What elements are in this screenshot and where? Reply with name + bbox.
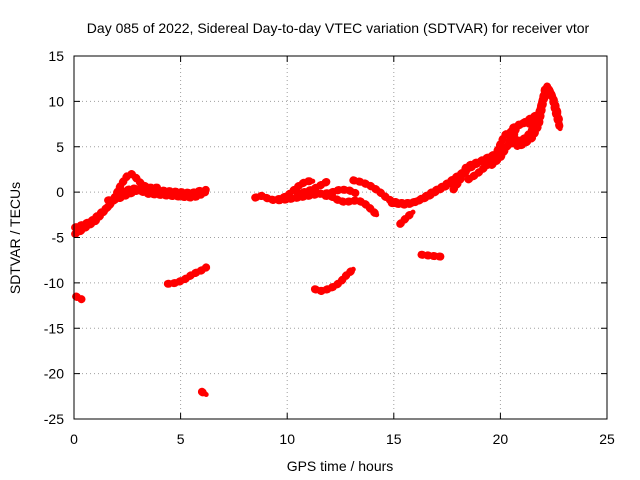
ticks: 0 5 10 15 20 25 -25 -20 -15 -10 -5 0 5 10 15 xyxy=(44,48,615,447)
y-tick-label: -10 xyxy=(44,275,64,291)
series-arc-18-markers xyxy=(509,111,541,132)
series-arc-10-markers xyxy=(321,191,381,219)
x-axis-label: GPS time / hours xyxy=(287,458,394,474)
y-tick-label: -25 xyxy=(44,411,64,427)
series-arc-3-markers xyxy=(104,185,211,205)
data-series xyxy=(71,81,565,399)
chart-title: Day 085 of 2022, Sidereal Day-to-day VTE… xyxy=(87,20,590,36)
series-arc-14-markers xyxy=(396,208,417,228)
x-tick-label: 15 xyxy=(386,431,402,447)
series-arc-5-markers xyxy=(163,263,211,288)
grid xyxy=(74,56,607,419)
series-arc-11-markers xyxy=(310,265,358,295)
y-tick-label: 5 xyxy=(56,139,64,155)
plot-frame xyxy=(73,55,608,420)
series-arc-8-markers xyxy=(274,185,360,205)
series-arc-4-markers xyxy=(72,292,86,304)
x-tick-label: 0 xyxy=(70,431,78,447)
x-tick-label: 25 xyxy=(599,431,615,447)
y-tick-label: -5 xyxy=(52,230,65,246)
series-arc-15-markers xyxy=(417,250,445,261)
y-tick-label: 0 xyxy=(56,184,64,200)
y-tick-label: 15 xyxy=(48,48,64,64)
y-tick-label: -20 xyxy=(44,366,64,382)
series-arc-9-markers xyxy=(293,177,332,198)
x-tick-label: 10 xyxy=(279,431,295,447)
y-axis-label: SDTVAR / TECUs xyxy=(7,182,23,294)
x-tick-label: 5 xyxy=(177,431,185,447)
y-tick-label: 10 xyxy=(48,93,64,109)
series-arc-17-markers xyxy=(464,81,565,184)
x-tick-label: 20 xyxy=(493,431,509,447)
y-tick-label: -15 xyxy=(44,320,64,336)
series-arc-6-markers xyxy=(197,387,211,399)
